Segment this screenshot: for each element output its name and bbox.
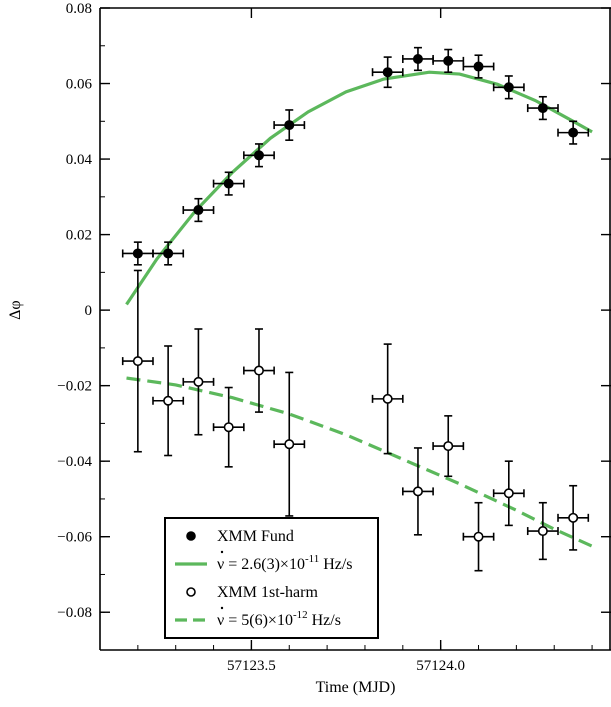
legend-box (164, 517, 379, 639)
filled-marker (503, 82, 514, 93)
open-marker (503, 488, 514, 499)
fund-point (462, 54, 495, 79)
legend: XMM Fund ν = 2.6(3)×10-11 Hz/s XMM 1st-har… (164, 517, 379, 639)
fund-point (152, 241, 185, 266)
x-tick-label: 57124.0 (416, 658, 465, 674)
y-tick-label: −0.02 (57, 379, 92, 395)
legend-label: XMM Fund (217, 528, 294, 545)
fund-point (371, 56, 404, 89)
fund-point (492, 75, 525, 100)
filled-marker (568, 127, 579, 138)
open-marker (382, 393, 393, 404)
y-tick-label: −0.04 (57, 454, 92, 470)
y-tick-label: 0.08 (66, 1, 92, 17)
harm-point (402, 447, 434, 536)
filled-marker (412, 53, 423, 64)
open-marker (163, 395, 174, 406)
fund-point (526, 95, 559, 121)
open-marker (193, 376, 204, 387)
open-marker (537, 526, 548, 537)
filled-marker (132, 248, 143, 259)
harm-point (273, 371, 306, 517)
open-marker (223, 422, 234, 433)
fund-point (402, 46, 434, 72)
harm-point (121, 269, 154, 453)
nu-dot (220, 606, 224, 610)
fund-point (557, 120, 590, 145)
fund-point (212, 171, 245, 196)
y-tick-label: −0.06 (57, 530, 92, 546)
harm-point (492, 460, 525, 527)
filled-marker (253, 150, 264, 161)
harm-point (557, 484, 590, 551)
open-marker (412, 486, 423, 497)
x-tick-label: 57123.5 (227, 658, 276, 674)
filled-marker (284, 120, 295, 131)
harm-point (526, 501, 559, 561)
legend-filled-marker (186, 531, 196, 541)
harm-point (432, 415, 465, 478)
x-axis-title: Time (MJD) (316, 679, 396, 696)
open-marker (473, 531, 484, 542)
open-marker (443, 441, 454, 452)
y-tick-label: 0.06 (66, 77, 93, 93)
harm-point (182, 328, 215, 436)
y-axis-title: Δφ (7, 300, 24, 320)
filled-marker (163, 248, 174, 259)
open-marker (132, 356, 143, 367)
legend-label: ν = 2.6(3)×10-11 Hz/s (217, 553, 353, 573)
legend-label: ν = 5(6)×10-12 Hz/s (217, 609, 341, 629)
filled-marker (443, 55, 454, 66)
fit-curve-solid (125, 70, 593, 306)
open-marker (284, 439, 295, 450)
axes: −0.08 −0.06 −0.04 −0.02 0 0.02 0.04 0.06 0.08 571… (57, 1, 611, 674)
legend-entry: XMM Fund (186, 528, 294, 545)
open-marker (568, 512, 579, 523)
filled-marker (537, 103, 548, 114)
y-tick-label: 0.04 (66, 152, 93, 168)
y-tick-label: 0 (85, 303, 93, 319)
fund-point (182, 197, 215, 223)
legend-label: XMM 1st-harm (217, 584, 318, 601)
nu-dot (220, 550, 224, 554)
filled-marker (473, 61, 484, 72)
legend-entry: ν = 5(6)×10-12 Hz/s (175, 606, 341, 629)
fit-curve-dashed (126, 376, 593, 548)
legend-entry: XMM 1st-harm (186, 584, 318, 601)
fund-point (243, 143, 275, 168)
legend-open-marker (186, 587, 196, 597)
harm-point (152, 345, 185, 457)
fund-point (432, 48, 465, 73)
harm-point (371, 343, 404, 455)
y-tick-label: 0.02 (66, 228, 92, 244)
fund-point (121, 241, 154, 266)
open-marker (253, 365, 264, 376)
filled-marker (193, 205, 204, 216)
harm-point (462, 501, 495, 572)
fund-point (273, 109, 306, 141)
harm-point (243, 328, 275, 413)
y-tick-label: −0.08 (57, 605, 92, 621)
legend-entry: ν = 2.6(3)×10-11 Hz/s (175, 550, 353, 573)
filled-marker (382, 67, 393, 78)
filled-marker (223, 178, 234, 189)
harm-point (212, 386, 245, 468)
plot-area (121, 46, 593, 572)
